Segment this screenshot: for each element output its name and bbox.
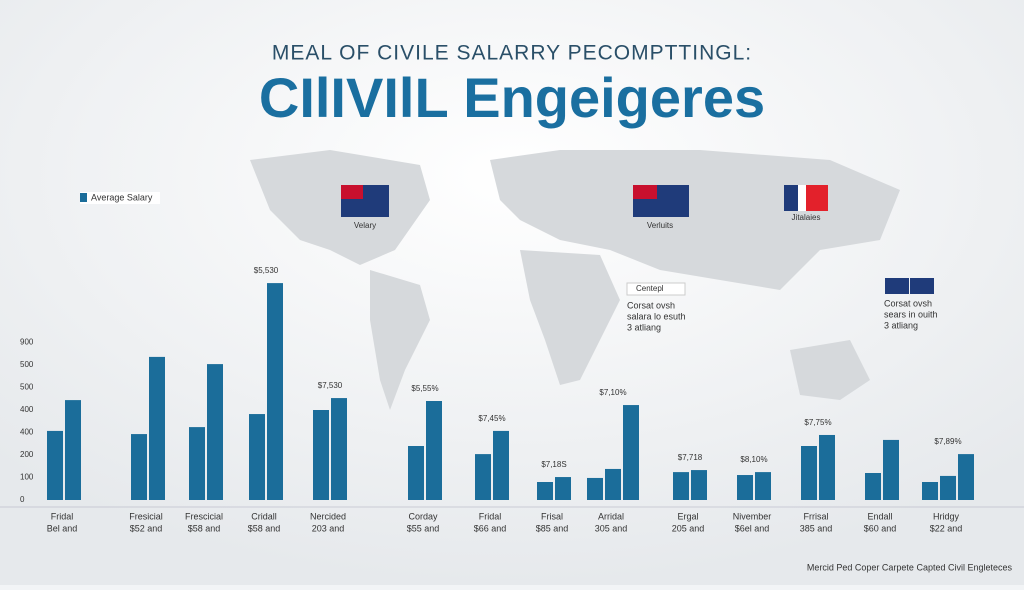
x-tick-sublabel: $66 and (474, 523, 507, 533)
group-label: $5,55% (411, 384, 438, 393)
bar (801, 446, 817, 500)
legend-box (80, 192, 160, 204)
callout-title: Centepl (636, 284, 664, 293)
bar (475, 454, 491, 500)
x-tick-sublabel: $58 and (188, 523, 221, 533)
x-tick-sublabel: $55 and (407, 523, 440, 533)
x-tick-label: Nivember (733, 511, 772, 521)
y-tick-label: 400 (20, 405, 34, 414)
y-tick-label: 100 (20, 473, 34, 482)
bar (691, 470, 707, 500)
x-tick-label: Frisal (541, 511, 563, 521)
legend-swatch (80, 193, 87, 202)
x-tick-label: Ergal (677, 511, 698, 521)
note-line: Corsat ovsh (884, 298, 932, 308)
bar (587, 477, 603, 500)
bar (605, 468, 621, 500)
y-tick-label: 0 (20, 495, 25, 504)
x-tick-label: Endall (867, 511, 892, 521)
bar (883, 439, 899, 500)
y-tick-label: 500 (20, 383, 34, 392)
y-tick-label: 900 (20, 338, 34, 347)
flag (885, 278, 934, 294)
bar (623, 405, 639, 500)
flag-label: Verluits (647, 221, 673, 230)
group-label: $7,89% (934, 437, 961, 446)
x-tick-sublabel: 203 and (312, 523, 345, 533)
flag (784, 185, 828, 211)
x-tick-label: Fridal (51, 511, 74, 521)
bar (331, 398, 347, 500)
x-tick-sublabel: $52 and (130, 523, 163, 533)
bar (249, 414, 265, 500)
bar (189, 427, 205, 500)
bar (47, 430, 63, 500)
bar (673, 472, 689, 500)
x-tick-label: Frescicial (185, 511, 223, 521)
x-tick-sublabel: $85 and (536, 523, 569, 533)
title: CIlIVIlL Engeigeres (259, 66, 765, 129)
flag-label: Velary (354, 221, 376, 230)
note-line: Corsat ovsh (627, 300, 675, 310)
bar (737, 475, 753, 500)
bar (940, 475, 956, 500)
x-tick-label: Fresicial (129, 511, 163, 521)
y-tick-label: 500 (20, 360, 34, 369)
footer: Mercid Ped Coper Carpete Capted Civil En… (807, 562, 1013, 572)
bar (555, 477, 571, 500)
flag-label: Jitalaies (792, 213, 821, 222)
x-tick-label: Arridal (598, 511, 624, 521)
y-tick-label: 200 (20, 450, 34, 459)
x-tick-sublabel: 205 and (672, 523, 705, 533)
bar (755, 472, 771, 500)
bar (131, 434, 147, 500)
legend-label: Average Salary (91, 192, 153, 202)
subtitle: MEAL OF CIVILE SALARRY PECOMPTTINGL: (272, 42, 752, 65)
bar (65, 400, 81, 500)
group-label: $7,45% (478, 414, 505, 423)
bar (537, 482, 553, 500)
bar (819, 434, 835, 500)
x-tick-sublabel: $6el and (735, 523, 770, 533)
bar (149, 356, 165, 500)
bar (493, 430, 509, 500)
group-label: $7,530 (318, 381, 343, 390)
x-tick-sublabel: 385 and (800, 523, 833, 533)
bar (922, 482, 938, 500)
group-label: $7,10% (599, 388, 626, 397)
callout-box (626, 282, 686, 296)
group-label: $5,530 (254, 266, 279, 275)
x-tick-label: Hridgy (933, 511, 960, 521)
x-tick-sublabel: 305 and (595, 523, 628, 533)
note-line: 3 atliang (627, 322, 661, 332)
group-label: $7,75% (804, 418, 831, 427)
x-tick-label: Nercided (310, 511, 346, 521)
bar (958, 454, 974, 500)
flag (633, 185, 689, 217)
bar (313, 410, 329, 500)
x-tick-sublabel: $22 and (930, 523, 963, 533)
group-label: $7,18S (541, 460, 566, 469)
x-tick-label: Corday (408, 511, 438, 521)
x-tick-label: Cridall (251, 511, 277, 521)
y-tick-label: 400 (20, 428, 34, 437)
bar (426, 401, 442, 500)
note-line: 3 atliang (884, 320, 918, 330)
note-line: sears in ouith (884, 309, 938, 319)
x-tick-sublabel: $60 and (864, 523, 897, 533)
flag (341, 185, 389, 217)
bar (865, 473, 881, 500)
bar (408, 446, 424, 500)
note-line: salara lo esuth (627, 311, 686, 321)
bar (207, 364, 223, 500)
group-label: $8,10% (740, 455, 767, 464)
x-tick-label: Frrisal (804, 511, 829, 521)
group-label: $7,718 (678, 453, 703, 462)
x-tick-label: Fridal (479, 511, 502, 521)
x-tick-sublabel: Bel and (47, 523, 78, 533)
bar (267, 283, 283, 500)
x-tick-sublabel: $58 and (248, 523, 281, 533)
